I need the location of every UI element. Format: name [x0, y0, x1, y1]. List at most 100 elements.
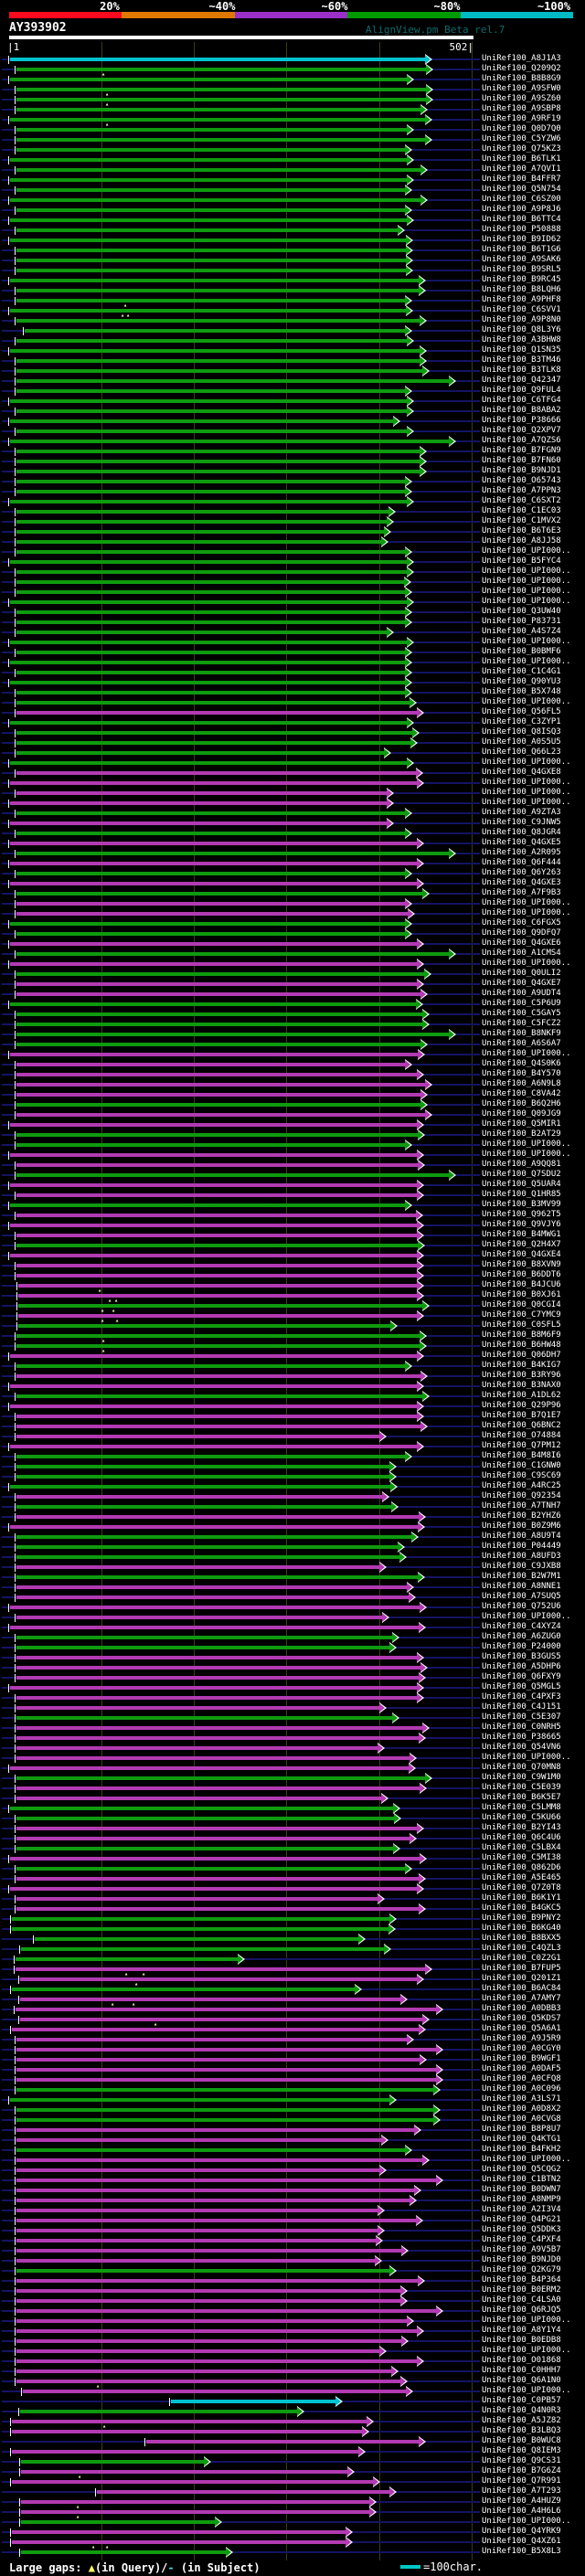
- alignment-bar[interactable]: [16, 1515, 419, 1519]
- subject-label[interactable]: UniRef100_B3LBQ3: [482, 2426, 561, 2435]
- alignment-bar[interactable]: [16, 1646, 389, 1649]
- alignment-bar[interactable]: [21, 2500, 369, 2504]
- alignment-bar[interactable]: [16, 208, 405, 212]
- alignment-bar[interactable]: [16, 108, 420, 111]
- subject-label[interactable]: UniRef100_A9UDT4: [482, 989, 561, 998]
- alignment-bar[interactable]: [16, 1877, 419, 1881]
- alignment-bar[interactable]: [16, 1706, 379, 1710]
- subject-label[interactable]: UniRef100_UPI000..: [482, 778, 571, 787]
- alignment-bar[interactable]: [16, 550, 405, 554]
- subject-label[interactable]: UniRef100_A9J5R9: [482, 2034, 561, 2043]
- subject-label[interactable]: UniRef100_B6TLK1: [482, 154, 561, 164]
- subject-label[interactable]: UniRef100_C3ZYP1: [482, 717, 561, 726]
- alignment-bar[interactable]: [16, 1274, 417, 1277]
- alignment-bar[interactable]: [10, 641, 407, 644]
- subject-label[interactable]: UniRef100_C1GNW0: [482, 1461, 561, 1470]
- alignment-bar[interactable]: [16, 540, 381, 544]
- alignment-bar[interactable]: [16, 2038, 407, 2041]
- subject-label[interactable]: UniRef100_B6HW48: [482, 1341, 561, 1350]
- alignment-bar[interactable]: [16, 2168, 379, 2172]
- subject-label[interactable]: UniRef100_C0Z2G1: [482, 1954, 561, 1963]
- subject-label[interactable]: UniRef100_A9SFW0: [482, 84, 561, 93]
- alignment-bar[interactable]: [16, 1063, 405, 1066]
- subject-label[interactable]: UniRef100_B4Y570: [482, 1069, 561, 1078]
- alignment-bar[interactable]: [16, 1696, 417, 1700]
- alignment-bar[interactable]: [16, 409, 407, 413]
- alignment-bar[interactable]: [16, 1193, 417, 1197]
- subject-label[interactable]: UniRef100_Q6C4U6: [482, 1833, 561, 1842]
- subject-label[interactable]: UniRef100_A8JJ58: [482, 536, 561, 546]
- subject-label[interactable]: UniRef100_B9ID62: [482, 235, 561, 244]
- alignment-bar[interactable]: [20, 2410, 297, 2413]
- subject-label[interactable]: UniRef100_Q2H4X7: [482, 1240, 561, 1249]
- alignment-bar[interactable]: [10, 842, 417, 845]
- subject-label[interactable]: UniRef100_C0SFL5: [482, 1320, 561, 1330]
- subject-label[interactable]: UniRef100_C4PXF4: [482, 2235, 561, 2244]
- alignment-bar[interactable]: [18, 1304, 422, 1308]
- subject-label[interactable]: UniRef100_Q7PM12: [482, 1441, 561, 1450]
- alignment-bar[interactable]: [16, 2219, 416, 2222]
- alignment-bar[interactable]: [16, 1073, 417, 1076]
- alignment-bar[interactable]: [16, 1585, 407, 1589]
- alignment-bar[interactable]: [16, 1676, 419, 1680]
- subject-label[interactable]: UniRef100_A5JZ82: [482, 2416, 561, 2425]
- subject-label[interactable]: UniRef100_UPI000..: [482, 546, 571, 556]
- subject-label[interactable]: UniRef100_O65743: [482, 476, 561, 485]
- subject-label[interactable]: UniRef100_A9SZ60: [482, 94, 561, 103]
- alignment-bar[interactable]: [16, 1163, 418, 1167]
- subject-label[interactable]: UniRef100_Q2KG79: [482, 2265, 561, 2274]
- subject-label[interactable]: UniRef100_Q66L23: [482, 747, 561, 757]
- alignment-bar[interactable]: [16, 1505, 391, 1509]
- alignment-bar[interactable]: [16, 2178, 436, 2182]
- subject-label[interactable]: UniRef100_UPI000..: [482, 1140, 571, 1149]
- alignment-bar[interactable]: [16, 691, 405, 694]
- subject-label[interactable]: UniRef100_B8XVN9: [482, 1260, 561, 1269]
- subject-label[interactable]: UniRef100_C5E039: [482, 1783, 561, 1792]
- alignment-bar[interactable]: [16, 2158, 422, 2162]
- subject-label[interactable]: UniRef100_Q8ISQ3: [482, 727, 561, 737]
- alignment-bar[interactable]: [16, 932, 405, 936]
- alignment-bar[interactable]: [21, 2520, 215, 2524]
- subject-label[interactable]: UniRef100_A8U9T4: [482, 1532, 561, 1541]
- subject-label[interactable]: UniRef100_B4FFR7: [482, 175, 561, 184]
- subject-label[interactable]: UniRef100_Q54VN6: [482, 1743, 561, 1752]
- subject-label[interactable]: UniRef100_Q8JGR4: [482, 828, 561, 837]
- subject-label[interactable]: UniRef100_B6T1G6: [482, 245, 561, 254]
- subject-label[interactable]: UniRef100_A9SBP8: [482, 104, 561, 113]
- subject-label[interactable]: UniRef100_UPI000..: [482, 1612, 571, 1621]
- subject-label[interactable]: UniRef100_Q5MGL5: [482, 1682, 561, 1691]
- subject-label[interactable]: UniRef100_Q70MN8: [482, 1763, 561, 1772]
- alignment-bar[interactable]: [10, 58, 425, 61]
- alignment-bar[interactable]: [16, 1113, 425, 1117]
- subject-label[interactable]: UniRef100_B0XJ61: [482, 1290, 561, 1299]
- alignment-bar[interactable]: [16, 2259, 375, 2263]
- alignment-bar[interactable]: [16, 992, 420, 996]
- alignment-bar[interactable]: [10, 922, 405, 926]
- subject-label[interactable]: UniRef100_C5KU66: [482, 1813, 561, 1822]
- subject-label[interactable]: UniRef100_Q4GXE8: [482, 768, 561, 777]
- alignment-bar[interactable]: [16, 1595, 409, 1599]
- alignment-bar[interactable]: [10, 822, 387, 825]
- alignment-bar[interactable]: [16, 168, 420, 172]
- subject-label[interactable]: UniRef100_A3BHW8: [482, 335, 561, 345]
- alignment-bar[interactable]: [20, 1977, 417, 1981]
- alignment-bar[interactable]: [16, 379, 449, 383]
- subject-label[interactable]: UniRef100_Q4KTG1: [482, 2135, 561, 2144]
- subject-label[interactable]: UniRef100_Q4GXE5: [482, 838, 561, 847]
- alignment-bar[interactable]: [35, 1937, 358, 1941]
- alignment-bar[interactable]: [16, 1716, 392, 1720]
- alignment-bar[interactable]: [16, 68, 426, 71]
- alignment-bar[interactable]: [10, 801, 387, 805]
- alignment-bar[interactable]: [16, 520, 387, 524]
- subject-label[interactable]: UniRef100_A8J1A3: [482, 54, 561, 63]
- alignment-bar[interactable]: [16, 188, 405, 192]
- subject-label[interactable]: UniRef100_Q7SDU2: [482, 1170, 561, 1179]
- subject-label[interactable]: UniRef100_A9RF19: [482, 114, 561, 123]
- alignment-bar[interactable]: [16, 2078, 436, 2082]
- alignment-bar[interactable]: [10, 1203, 405, 1207]
- alignment-bar[interactable]: [16, 1867, 405, 1871]
- subject-label[interactable]: UniRef100_B6DDT6: [482, 1270, 561, 1279]
- alignment-bar[interactable]: [10, 661, 405, 664]
- subject-label[interactable]: UniRef100_Q4GXE6: [482, 938, 561, 948]
- subject-label[interactable]: UniRef100_C9SC69: [482, 1471, 561, 1480]
